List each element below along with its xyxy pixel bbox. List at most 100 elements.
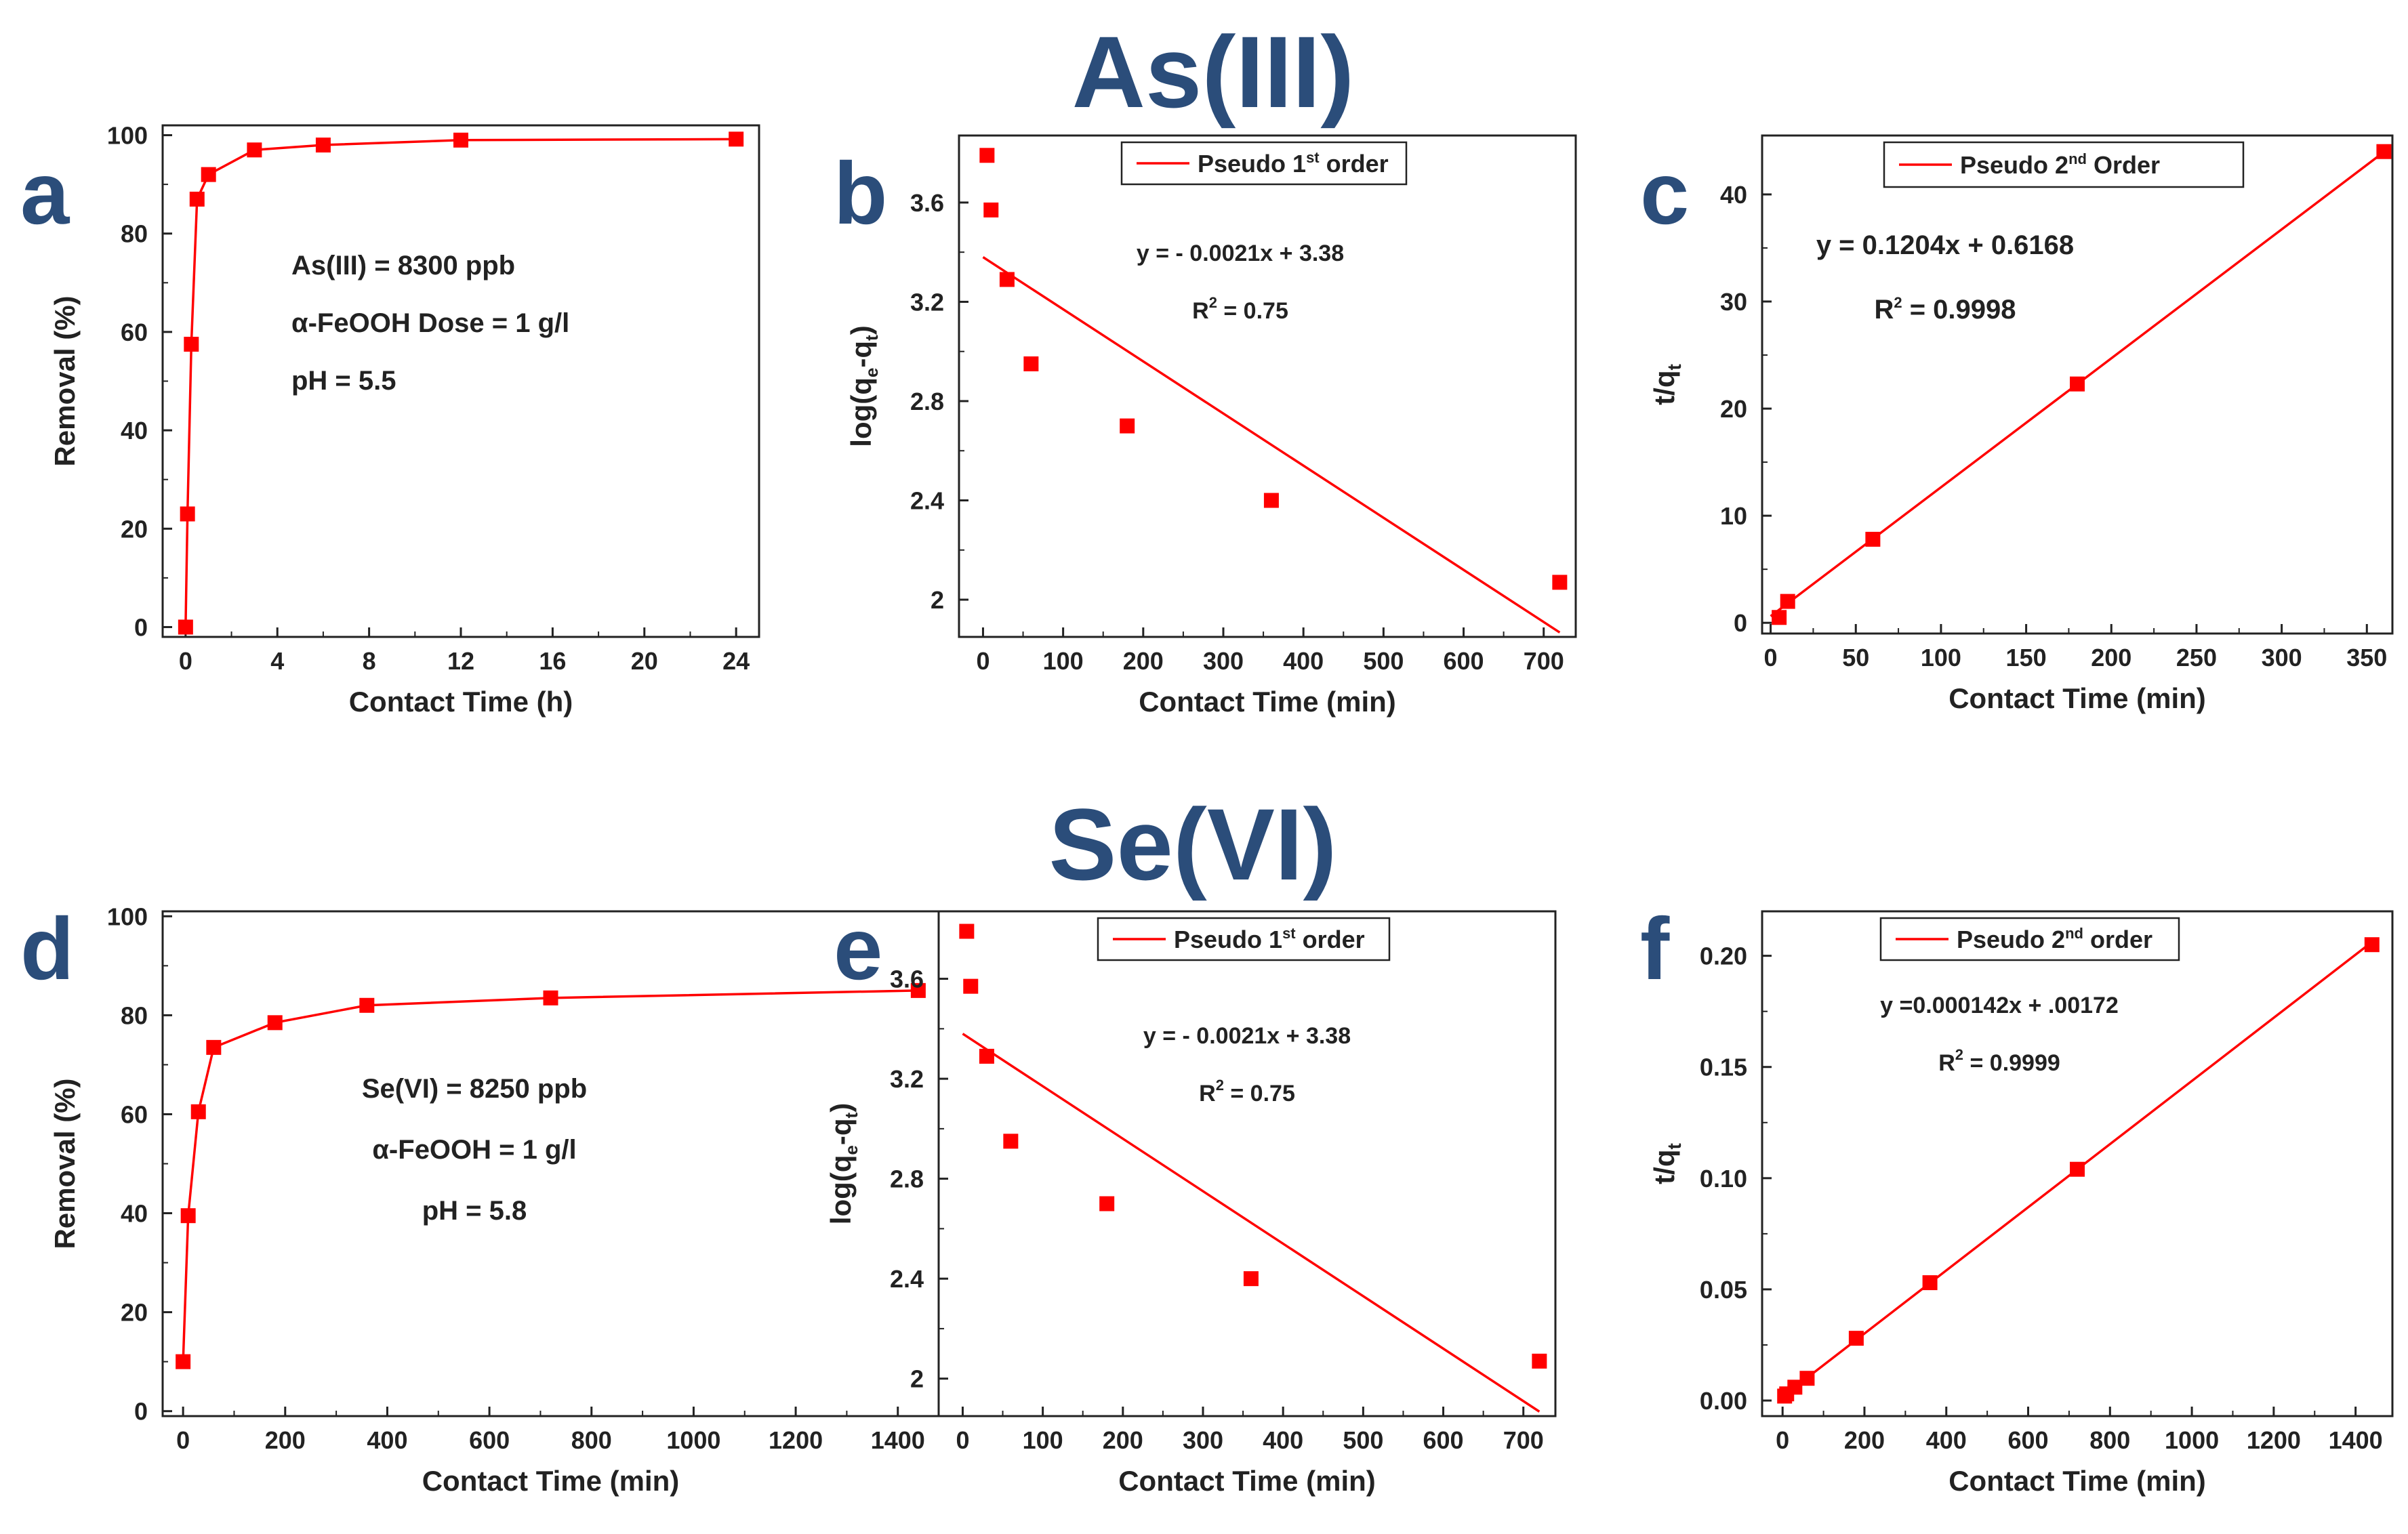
x-tick-label: 16 (539, 647, 566, 675)
y-tick-label: 2 (910, 1365, 924, 1393)
x-tick-label: 1400 (2329, 1426, 2383, 1454)
data-point (359, 997, 375, 1013)
panel-e: e 0 100 200 300 400 500 600 700 2 2.4 2.8 3.2 3.6 Cont… (825, 899, 1557, 1497)
data-point (1532, 1353, 1547, 1369)
x-tick-label: 200 (2091, 644, 2131, 671)
x-axis-label: Contact Time (min) (422, 1465, 680, 1497)
x-tick-label: 100 (1023, 1426, 1063, 1454)
annotation: R2 = 0.75 (1199, 1077, 1295, 1106)
y-tick-label: 0.00 (1700, 1387, 1747, 1415)
annotation: y = - 0.0021x + 3.38 (1137, 241, 1344, 266)
data-point (180, 506, 195, 522)
y-tick-label: 10 (1720, 502, 1747, 530)
y-tick-label: 0.20 (1700, 942, 1747, 970)
x-tick-label: 4 (270, 647, 284, 675)
panel-b: b 0 100 200 300 400 500 600 700 2 2.4 2.8 3.2 3.6 Cont… (834, 134, 1577, 718)
data-point (267, 1015, 283, 1031)
annotation: pH = 5.8 (422, 1196, 527, 1226)
data-point (176, 1354, 191, 1369)
x-tick-label: 400 (1263, 1426, 1303, 1454)
y-tick-label: 40 (121, 1200, 148, 1228)
legend-label: Pseudo 1st order (1174, 925, 1365, 953)
annotation: α-FeOOH Dose = 1 g/l (291, 308, 569, 338)
data-point (189, 191, 205, 207)
panel-letter-a: a (20, 144, 70, 243)
x-tick-label: 1400 (871, 1426, 925, 1454)
x-tick-label: 200 (265, 1426, 306, 1454)
x-tick-label: 700 (1503, 1426, 1544, 1454)
y-axis-label: log(qe-qt) (845, 325, 882, 447)
legend: Pseudo 2nd Order (1883, 141, 2245, 188)
data-point (963, 978, 979, 994)
data-point (983, 202, 999, 217)
legend: Pseudo 1st order (1120, 141, 1408, 186)
data-point (184, 337, 199, 352)
y-axis-label: t/qt (1648, 1143, 1685, 1184)
data-point (543, 990, 558, 1006)
x-tick-label: 0 (976, 647, 989, 675)
panel-letter-e: e (834, 899, 882, 998)
data-point (2070, 1161, 2085, 1177)
y-tick-label: 100 (107, 122, 148, 150)
data-point (1099, 1196, 1115, 1211)
x-tick-label: 800 (2089, 1426, 2130, 1454)
x-tick-label: 150 (2006, 644, 2047, 671)
x-tick-label: 24 (722, 647, 750, 675)
y-tick-label: 3.2 (910, 288, 944, 316)
data-point (979, 1048, 994, 1064)
x-tick-label: 600 (469, 1426, 510, 1454)
panel-d: d 0 200 400 600 800 1000 1200 1400 0 20 40 60 80 100 Co… (20, 899, 940, 1497)
data-point (2376, 144, 2392, 159)
x-tick-label: 8 (363, 647, 376, 675)
annotation: y = 0.1204x + 0.6168 (1816, 230, 2074, 260)
x-tick-label: 0 (1764, 644, 1778, 671)
x-tick-label: 200 (1844, 1426, 1885, 1454)
y-tick-label: 0 (1734, 609, 1747, 637)
y-tick-label: 30 (1720, 288, 1747, 316)
panel-letter-b: b (834, 144, 887, 243)
y-tick-label: 80 (121, 220, 148, 248)
x-tick-label: 0 (1776, 1426, 1789, 1454)
x-tick-label: 800 (571, 1426, 612, 1454)
x-tick-label: 400 (367, 1426, 407, 1454)
data-point (1243, 1271, 1259, 1287)
data-point (1003, 1134, 1019, 1149)
y-tick-label: 20 (121, 1299, 148, 1327)
data-point (1848, 1331, 1864, 1346)
y-axis-label: Removal (%) (49, 1078, 81, 1249)
section-title-se: Se(VI) (1048, 787, 1337, 901)
data-point (247, 142, 262, 158)
x-tick-label: 200 (1123, 647, 1164, 675)
annotation: Se(VI) = 8250 ppb (362, 1074, 587, 1104)
annotation: R2 = 0.9998 (1874, 294, 2016, 325)
x-tick-label: 100 (1921, 644, 1961, 671)
data-point (1023, 356, 1039, 372)
data-point (178, 619, 193, 635)
data-point (1772, 610, 1787, 625)
data-point (1552, 575, 1568, 590)
y-tick-label: 60 (121, 318, 148, 346)
x-tick-label: 100 (1043, 647, 1084, 675)
legend: Pseudo 2nd order (1879, 917, 2180, 961)
x-tick-label: 600 (2007, 1426, 2048, 1454)
x-tick-label: 300 (1183, 1426, 1223, 1454)
y-tick-label: 80 (121, 1001, 148, 1029)
x-tick-label: 0 (179, 647, 192, 675)
data-point (2364, 937, 2380, 953)
y-tick-label: 20 (1720, 395, 1747, 423)
data-point (180, 1208, 196, 1224)
y-tick-label: 0 (134, 1398, 148, 1426)
x-axis-label: Contact Time (min) (1948, 1465, 2206, 1497)
data-point (2070, 376, 2085, 392)
x-tick-label: 0 (176, 1426, 190, 1454)
y-axis-label: log(qe-qt) (825, 1103, 861, 1224)
y-tick-label: 20 (121, 515, 148, 543)
x-tick-label: 600 (1423, 1426, 1464, 1454)
data-point (1120, 418, 1135, 434)
y-tick-label: 2.4 (890, 1265, 924, 1293)
data-point (1799, 1371, 1815, 1386)
y-tick-label: 0 (134, 613, 148, 641)
x-tick-label: 400 (1283, 647, 1324, 675)
y-tick-label: 2.4 (910, 487, 944, 515)
data-point (190, 1104, 206, 1119)
